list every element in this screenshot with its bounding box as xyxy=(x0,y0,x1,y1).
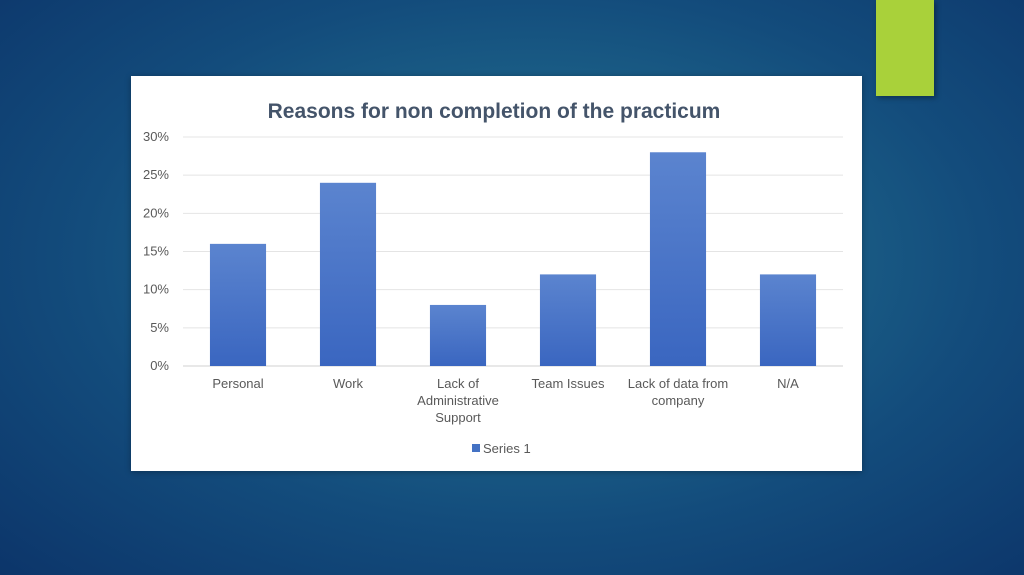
y-tick-label: 10% xyxy=(143,282,169,297)
bar xyxy=(539,274,597,366)
bar xyxy=(649,152,707,366)
x-category-label: N/A xyxy=(777,376,799,391)
x-axis-categories: Personal Work Lack of Administrative Support… xyxy=(212,376,799,425)
x-category-label: Lack of Administrative Support xyxy=(417,376,499,425)
legend: Series 1 xyxy=(472,441,531,456)
bar xyxy=(759,274,817,366)
y-axis-ticks: 0% 5% 10% 15% 20% 25% 30% xyxy=(143,129,169,373)
y-tick-label: 5% xyxy=(150,320,169,335)
bar xyxy=(319,182,377,366)
gridlines xyxy=(183,136,843,367)
x-category-label: Work xyxy=(333,376,364,391)
x-category-label: Personal xyxy=(212,376,263,391)
bar xyxy=(429,304,487,366)
chart-title: Reasons for non completion of the practi… xyxy=(268,100,721,123)
x-category-label: Lack of data from company xyxy=(628,376,728,408)
legend-swatch xyxy=(472,444,480,452)
bar xyxy=(209,243,267,366)
accent-tab xyxy=(876,0,934,96)
y-tick-label: 15% xyxy=(143,244,169,259)
bar-chart: Reasons for non completion of the practi… xyxy=(143,100,843,456)
y-tick-label: 0% xyxy=(150,358,169,373)
chart-card: Reasons for non completion of the practi… xyxy=(131,76,862,471)
bars xyxy=(209,152,817,366)
x-category-label: Team Issues xyxy=(532,376,605,391)
legend-label: Series 1 xyxy=(483,441,531,456)
y-tick-label: 25% xyxy=(143,167,169,182)
y-tick-label: 30% xyxy=(143,129,169,144)
y-tick-label: 20% xyxy=(143,205,169,220)
